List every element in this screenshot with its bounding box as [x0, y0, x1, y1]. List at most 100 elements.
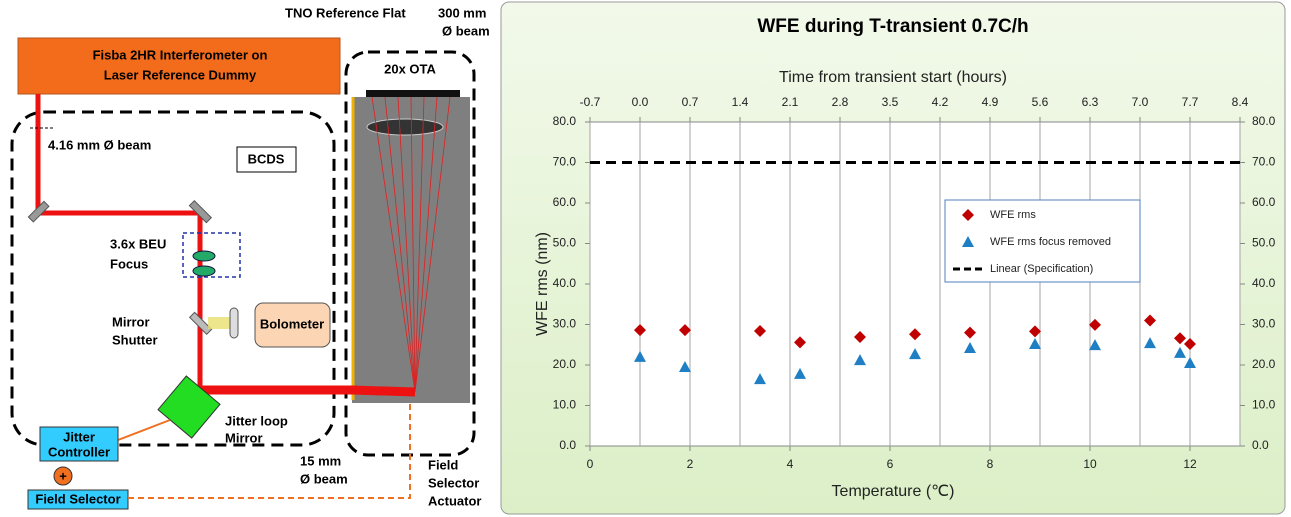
y-tick-label: 40.0	[553, 276, 577, 290]
x2-tick-label: 4.2	[932, 95, 949, 109]
data-point	[909, 348, 921, 360]
x-tick-label: 6	[887, 457, 894, 471]
data-point	[1029, 325, 1041, 338]
x-tick-label: 0	[587, 457, 594, 471]
x-tick-label: 2	[687, 457, 694, 471]
y2-tick-label: 60.0	[1252, 195, 1276, 209]
data-point	[909, 328, 921, 341]
bolometer-lens	[229, 307, 239, 339]
label: +	[59, 468, 67, 483]
label: Selector	[428, 475, 479, 490]
data-point	[854, 331, 866, 344]
data-point	[634, 350, 646, 362]
y-tick-label: 80.0	[553, 114, 577, 128]
sum-node	[53, 466, 73, 486]
y-tick-label: 50.0	[553, 236, 577, 250]
label: 3.6x BEU	[110, 236, 166, 251]
x2-tick-label: 7.7	[1182, 95, 1199, 109]
data-point	[1089, 339, 1101, 351]
y2-tick-label: 70.0	[1252, 155, 1276, 169]
x-tick-label: 12	[1183, 457, 1197, 471]
data-point	[1174, 346, 1186, 358]
legend-label: Linear (Specification)	[990, 263, 1093, 275]
bcds-label-box	[236, 146, 297, 173]
label: Jitter	[63, 429, 95, 444]
jitter-mirror	[157, 375, 221, 439]
shutter-mirror	[188, 311, 213, 336]
label: TNO Reference Flat	[285, 5, 406, 20]
x-axis-label: Temperature (℃)	[832, 483, 955, 500]
plot-area	[590, 122, 1240, 446]
beu-box	[182, 232, 241, 278]
beam	[35, 94, 416, 397]
x2-tick-label: 8.4	[1232, 95, 1249, 109]
label: Controller	[48, 444, 110, 459]
control-link	[117, 419, 171, 441]
data-point	[754, 324, 766, 337]
data-point	[964, 341, 976, 353]
data-point	[1144, 314, 1156, 327]
label: Shutter	[112, 332, 158, 347]
mirror	[188, 199, 213, 224]
y2-tick-label: 40.0	[1252, 276, 1276, 290]
label: Fisba 2HR Interferometer on	[93, 47, 268, 62]
x2-tick-label: 7.0	[1132, 95, 1149, 109]
y-axis-label: WFE rms (nm)	[534, 232, 551, 336]
label: Field Selector	[35, 491, 120, 506]
y-tick-label: 60.0	[553, 195, 577, 209]
x2-tick-label: 1.4	[732, 95, 749, 109]
x2-tick-label: 6.3	[1082, 95, 1099, 109]
data-point	[1174, 332, 1186, 345]
x2-tick-label: 5.6	[1032, 95, 1049, 109]
data-point	[854, 354, 866, 366]
x-tick-label: 8	[987, 457, 994, 471]
y-tick-label: 10.0	[553, 398, 577, 412]
data-point	[1184, 337, 1196, 350]
legend-marker	[962, 236, 974, 247]
label: Ø beam	[442, 23, 490, 38]
label: 4.16 mm Ø beam	[48, 137, 151, 152]
data-point	[679, 324, 691, 337]
label: Ø beam	[300, 471, 348, 486]
x2-tick-label: 4.9	[982, 95, 999, 109]
data-point	[754, 373, 766, 385]
data-point	[679, 361, 691, 373]
y2-tick-label: 0.0	[1252, 438, 1269, 452]
label: Mirror	[112, 314, 150, 329]
x2-tick-label: 2.1	[782, 95, 799, 109]
label: 15 mm	[300, 453, 341, 468]
y2-tick-label: 50.0	[1252, 236, 1276, 250]
x2-tick-label: 0.0	[632, 95, 649, 109]
y2-tick-label: 30.0	[1252, 317, 1276, 331]
y-tick-label: 30.0	[553, 317, 577, 331]
selector-link	[128, 400, 411, 499]
shutter-beam	[208, 317, 234, 329]
chart-title: WFE during T-transient 0.7C/h	[757, 16, 1028, 37]
legend-label: WFE rms focus removed	[990, 236, 1111, 248]
x-tick-label: 4	[787, 457, 794, 471]
ota-body	[352, 97, 470, 403]
label: Actuator	[428, 493, 481, 508]
data-point	[794, 367, 806, 379]
label: Focus	[110, 256, 148, 271]
mirror	[27, 200, 50, 223]
label: 300 mm	[438, 5, 486, 20]
y2-tick-label: 80.0	[1252, 114, 1276, 128]
bcds-enclosure	[10, 110, 336, 447]
y-tick-label: 0.0	[559, 438, 576, 452]
jitter-controller-box	[39, 426, 119, 462]
label: Field	[428, 457, 458, 472]
interferometer-box	[17, 37, 341, 95]
data-point	[1144, 337, 1156, 349]
label: 20x OTA	[384, 61, 436, 76]
data-point	[1029, 337, 1041, 349]
lens	[192, 265, 216, 277]
reference-flat	[366, 90, 460, 97]
lens	[192, 250, 216, 262]
x2-tick-label: 3.5	[882, 95, 899, 109]
data-point	[794, 336, 806, 349]
label: Laser Reference Dummy	[104, 67, 257, 82]
label: Jitter loop	[225, 413, 288, 428]
